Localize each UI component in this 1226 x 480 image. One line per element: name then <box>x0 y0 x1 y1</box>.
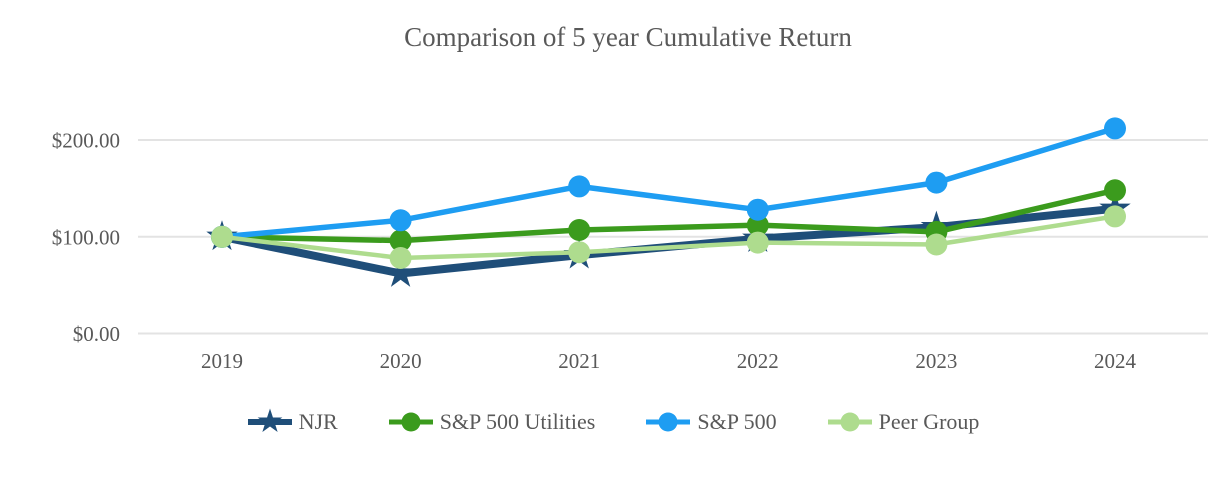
series-marker-circle-s-p-500 <box>1104 117 1126 140</box>
x-axis-tick-label: 2022 <box>737 349 779 373</box>
legend-label: S&P 500 Utilities <box>439 409 596 434</box>
axis-labels: $0.00 $100.00 $200.00 2019 2020 2021 2022 2023 2… <box>52 129 1137 374</box>
series-marker-circle-s-p-500 <box>568 175 591 198</box>
legend-item-s-p-500-utilities: S&P 500 Utilities <box>388 408 596 436</box>
legend-circle-glyph <box>401 412 421 432</box>
legend-item-s-p-500: S&P 500 <box>645 408 777 436</box>
line-chart: Comparison of 5 year Cumulative Return $… <box>52 22 1208 374</box>
x-axis-tick-label: 2019 <box>201 349 243 373</box>
legend-label: S&P 500 <box>697 409 777 434</box>
series-marker-circle-s-p-500 <box>746 198 769 221</box>
chart-title: Comparison of 5 year Cumulative Return <box>404 22 852 52</box>
series-marker-circle-s-p-500-utilities <box>1104 179 1126 202</box>
series-marker-star-njr <box>384 257 417 287</box>
circle-marker-icon <box>827 412 872 432</box>
y-axis-tick-label: $200.00 <box>52 129 120 153</box>
series-line-s-p-500-utilities <box>219 187 1118 244</box>
x-axis-tick-label: 2024 <box>1094 349 1137 373</box>
series-marker-circle-s-p-500-utilities <box>746 214 769 237</box>
circle-marker-icon <box>646 412 691 432</box>
series-marker-circle-s-p-500 <box>925 171 948 194</box>
legend-item-peer-group: Peer Group <box>827 408 980 436</box>
series-marker-circle-peer-group <box>211 225 233 248</box>
legend-circle-glyph <box>840 412 860 432</box>
legend-star-glyph <box>257 408 282 433</box>
legend-circle-glyph <box>658 412 678 432</box>
series-marker-circle-peer-group <box>1104 205 1126 228</box>
series-marker-circle-peer-group <box>746 231 769 254</box>
y-axis-tick-label: $100.00 <box>52 225 120 249</box>
series-lines <box>206 117 1131 287</box>
series-marker-circle-s-p-500-utilities <box>568 219 591 241</box>
legend-label: NJR <box>298 409 338 434</box>
legend-label: Peer Group <box>878 409 980 434</box>
series-marker-circle-peer-group <box>568 241 591 264</box>
chart-legend: NJR S&P 500 Utilities S&P 500 Peer Group <box>0 408 1226 436</box>
series-marker-circle-peer-group <box>925 233 948 256</box>
series-marker-circle-peer-group <box>389 247 412 269</box>
legend-item-njr: NJR <box>247 408 338 436</box>
series-line-peer-group <box>219 214 1118 261</box>
series-marker-circle-s-p-500-utilities <box>389 229 412 252</box>
star-marker-icon <box>247 408 292 433</box>
x-axis-tick-label: 2020 <box>380 349 422 373</box>
x-axis-tick-label: 2023 <box>915 349 957 373</box>
x-axis-tick-label: 2021 <box>558 349 600 373</box>
series-marker-circle-s-p-500 <box>389 209 412 232</box>
series-line-s-p-500 <box>219 125 1118 240</box>
circle-marker-icon <box>388 412 433 432</box>
y-axis-tick-label: $0.00 <box>73 322 120 346</box>
